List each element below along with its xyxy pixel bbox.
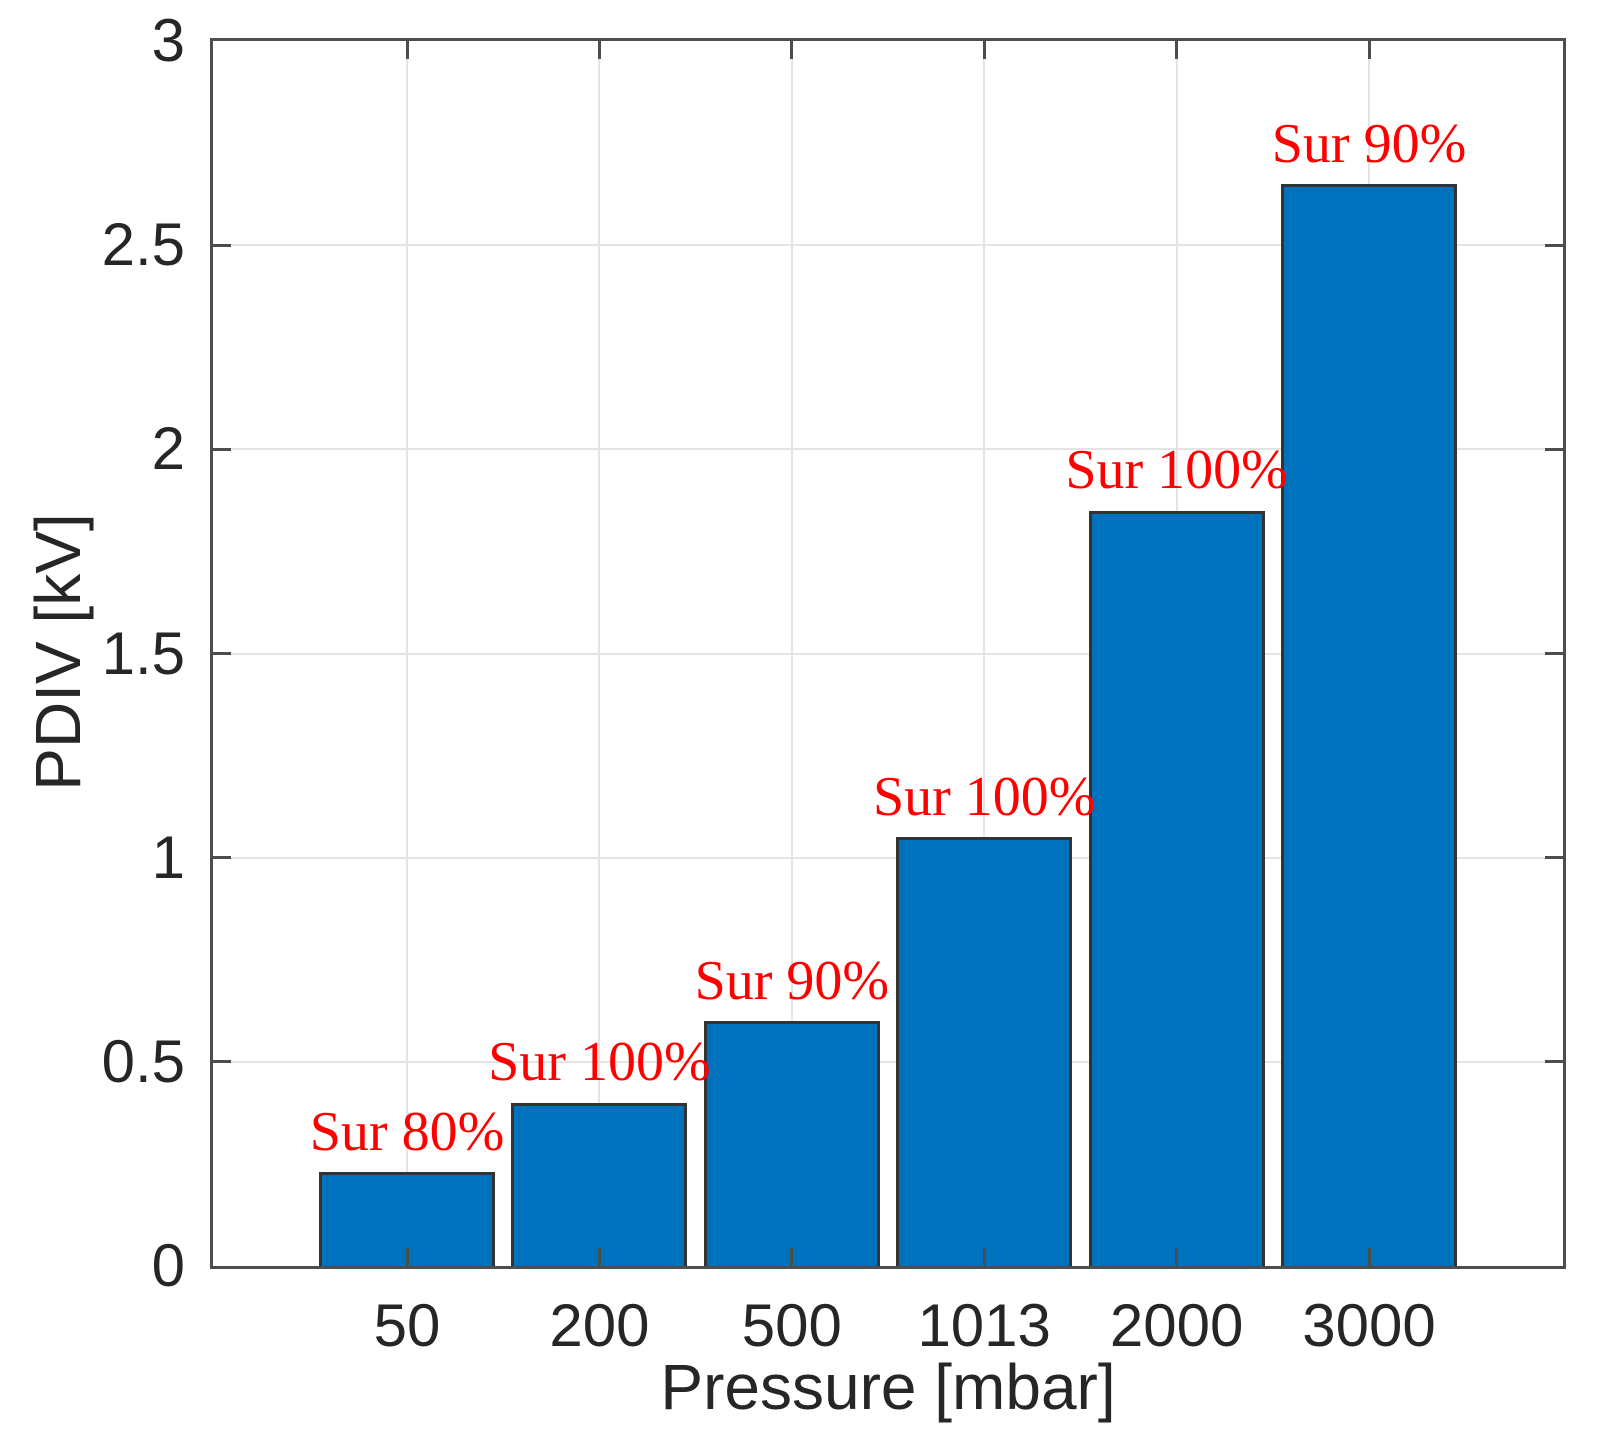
bar	[703, 1021, 880, 1266]
v-gridline	[983, 41, 986, 1266]
y-tick-mark-left	[213, 1060, 231, 1064]
x-tick-mark-bottom	[790, 1248, 794, 1266]
x-tick-label: 500	[741, 1292, 842, 1359]
bar	[511, 1102, 688, 1266]
x-tick-mark-bottom	[982, 1248, 986, 1266]
h-gridline	[213, 1060, 1563, 1063]
y-tick-mark-left	[213, 652, 231, 655]
v-gridline	[406, 41, 408, 1266]
x-axis-label: Pressure [mbar]	[660, 1351, 1116, 1423]
x-tick-mark-bottom	[597, 1248, 601, 1266]
h-gridline	[213, 244, 1563, 247]
y-tick-label: 2.5	[101, 211, 185, 279]
v-gridline	[598, 41, 601, 1266]
y-tick-label: 1.5	[101, 619, 185, 687]
y-tick-mark-left	[213, 856, 231, 860]
bar-annotation: Sur 90%	[694, 949, 890, 1012]
y-tick-label: 2	[151, 415, 185, 483]
x-tick-label: 3000	[1302, 1292, 1436, 1359]
bar	[1281, 183, 1457, 1266]
x-tick-mark-bottom	[1175, 1248, 1179, 1266]
h-gridline	[213, 448, 1563, 451]
x-tick-mark-top	[982, 41, 986, 59]
bar-annotation: Sur 90%	[1271, 112, 1467, 175]
x-tick-label: 1013	[917, 1292, 1051, 1359]
x-tick-mark-top	[597, 41, 601, 59]
x-tick-mark-top	[1367, 41, 1371, 59]
x-tick-mark-top	[405, 41, 409, 59]
y-tick-mark-left	[213, 243, 231, 247]
x-tick-label: 2000	[1109, 1292, 1244, 1359]
bar-annotation: Sur 100%	[1065, 439, 1288, 502]
y-tick-mark-right	[1545, 652, 1563, 655]
h-gridline	[213, 856, 1563, 859]
bar-annotation: Sur 100%	[872, 765, 1096, 828]
y-tick-mark-right	[1545, 447, 1563, 451]
y-tick-label: 0.5	[101, 1027, 185, 1095]
y-tick-mark-right	[1545, 856, 1563, 860]
bar-annotation: Sur 80%	[309, 1100, 505, 1163]
bar	[1088, 510, 1265, 1266]
bar	[319, 1172, 495, 1266]
y-tick-mark-left	[213, 447, 231, 451]
x-tick-mark-bottom	[405, 1248, 409, 1266]
bar	[896, 837, 1073, 1266]
y-tick-label: 1	[151, 823, 185, 891]
x-tick-label: 50	[373, 1292, 441, 1359]
y-tick-mark-right	[1545, 1060, 1563, 1064]
y-tick-label: 3	[151, 7, 185, 74]
v-gridline	[790, 41, 793, 1266]
x-tick-mark-top	[790, 41, 794, 59]
bar-annotation: Sur 100%	[488, 1031, 711, 1094]
h-gridline	[213, 652, 1563, 655]
x-tick-mark-top	[1175, 41, 1179, 59]
plot-area: Sur 80% Sur 100% Sur 90% Sur 100% Sur 100% Su…	[210, 38, 1566, 1269]
x-tick-label: 200	[549, 1292, 650, 1359]
y-tick-mark-right	[1545, 243, 1563, 247]
y-tick-label: 0	[151, 1232, 185, 1299]
x-tick-mark-bottom	[1367, 1248, 1371, 1266]
